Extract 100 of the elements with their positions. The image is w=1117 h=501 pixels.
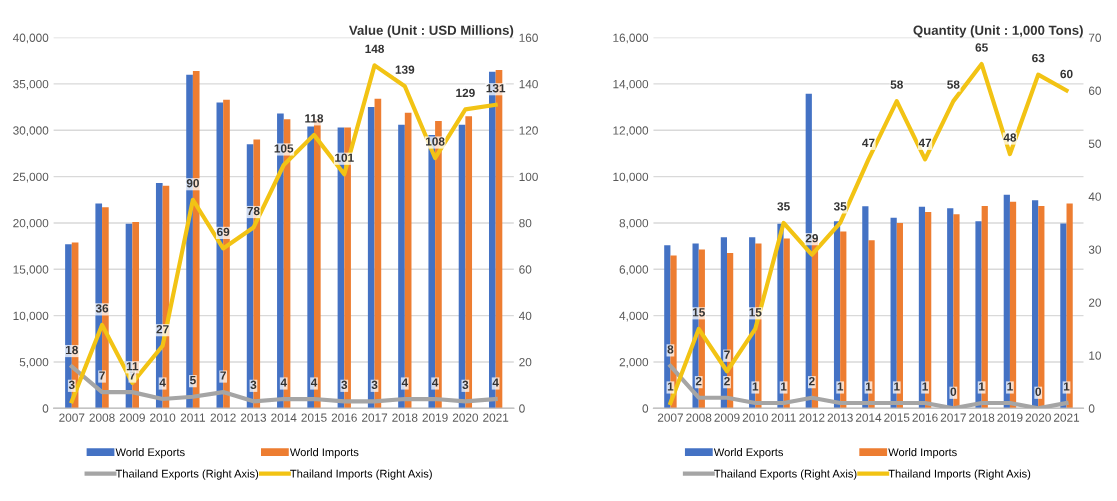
x-tick-label: 2020 — [452, 413, 479, 422]
data-label: 131 — [486, 84, 506, 93]
data-label: 35 — [777, 202, 790, 211]
data-label: 4 — [159, 378, 166, 387]
y-tick-label: 25,000 — [13, 172, 49, 183]
x-tick-label: 2018 — [969, 413, 995, 422]
y2-tick-label: 0 — [519, 404, 525, 413]
y-tick-label: 35,000 — [13, 79, 49, 90]
y2-tick-label: 100 — [519, 172, 538, 181]
y2-tick-label: 10 — [1089, 351, 1102, 360]
y2-tick-label: 120 — [519, 126, 538, 135]
data-label: 36 — [95, 304, 109, 313]
x-tick-label: 2021 — [1053, 413, 1080, 422]
y-tick-label: 16,000 — [613, 33, 649, 44]
data-label: 7 — [220, 371, 226, 380]
legend-label: Thailand Exports (Right Axis) — [115, 469, 259, 480]
data-label: 18 — [65, 345, 78, 355]
line-series — [668, 363, 1069, 409]
x-tick-label: 2010 — [742, 413, 768, 422]
x-tick-label: 2012 — [799, 413, 825, 422]
data-label: 3 — [462, 380, 469, 389]
data-label: 101 — [335, 153, 354, 162]
data-label: 1 — [865, 382, 872, 391]
y2-tick-label: 20 — [1088, 298, 1102, 307]
x-tick-label: 2008 — [686, 413, 712, 422]
legend-label: World Exports — [713, 447, 784, 459]
x-tick-label: 2013 — [240, 413, 267, 422]
x-tick-label: 2019 — [997, 413, 1023, 422]
data-label: 47 — [918, 138, 932, 147]
data-label: 129 — [456, 88, 475, 98]
y-tick-label: 0 — [42, 404, 49, 413]
data-label: 4 — [432, 378, 439, 387]
bar — [981, 206, 988, 409]
y-tick-label: 0 — [642, 404, 649, 413]
data-label: 90 — [186, 179, 199, 188]
data-label: 58 — [947, 80, 960, 89]
bar — [947, 208, 954, 409]
data-label: 3 — [371, 380, 378, 389]
bar — [868, 240, 875, 409]
y-tick-label: 12,000 — [613, 126, 649, 137]
data-label: 3 — [68, 380, 75, 389]
x-tick-label: 2016 — [331, 413, 357, 422]
bar — [1066, 203, 1073, 409]
data-label: 5 — [189, 376, 196, 385]
data-label: 4 — [401, 378, 409, 387]
chart-title: Quantity (Unit : 1,000 Tons) — [913, 25, 1083, 38]
y-tick-label: 10,000 — [613, 172, 649, 183]
data-label: 108 — [426, 137, 445, 146]
data-label: 29 — [805, 233, 819, 243]
data-label: 4 — [310, 378, 318, 387]
data-label: 0 — [1035, 387, 1042, 396]
y2-tick-label: 60 — [519, 265, 532, 274]
data-label: 65 — [975, 43, 988, 52]
x-tick-label: 2017 — [362, 413, 388, 422]
data-label: 105 — [274, 144, 294, 153]
x-tick-label: 2021 — [483, 413, 509, 422]
y2-tick-label: 80 — [519, 218, 532, 228]
y2-tick-label: 60 — [1088, 86, 1102, 95]
legend-label: Thailand Exports (Right Axis) — [714, 469, 857, 480]
data-label: 48 — [1003, 133, 1017, 142]
data-label: 1 — [837, 382, 844, 391]
data-label: 78 — [247, 206, 260, 216]
legend-label: Thailand Imports (Right Axis) — [888, 469, 1031, 480]
data-label: 4 — [280, 378, 287, 387]
x-tick-label: 2018 — [392, 413, 418, 422]
x-tick-label: 2019 — [422, 413, 448, 422]
x-tick-label: 2009 — [714, 413, 740, 422]
x-tick-label: 2010 — [150, 413, 176, 422]
data-label: 3 — [250, 380, 257, 389]
chart-title: Value (Unit : USD Millions) — [348, 25, 514, 38]
legend-label: World Imports — [289, 447, 359, 459]
line-series — [69, 364, 498, 404]
data-label: 1 — [667, 382, 674, 391]
data-label: 8 — [667, 345, 674, 354]
data-label: 27 — [156, 325, 169, 334]
data-label: 7 — [724, 350, 730, 359]
x-tick-label: 2017 — [940, 413, 966, 422]
y-tick-label: 14,000 — [613, 79, 649, 90]
x-tick-label: 2011 — [180, 413, 206, 422]
y2-tick-label: 0 — [1088, 404, 1095, 413]
y2-tick-label: 40 — [518, 311, 532, 321]
y-tick-label: 40,000 — [12, 33, 49, 44]
data-label: 1 — [752, 382, 759, 391]
x-tick-label: 2015 — [301, 413, 327, 422]
y-tick-label: 30,000 — [13, 126, 49, 137]
bar — [783, 238, 790, 409]
data-label: 0 — [950, 387, 957, 396]
data-label: 15 — [749, 308, 762, 317]
x-tick-label: 2015 — [884, 413, 910, 422]
legend-label: Thailand Imports (Right Axis) — [290, 469, 432, 480]
y2-tick-label: 160 — [519, 33, 538, 42]
x-tick-label: 2012 — [210, 413, 236, 422]
bar — [1032, 200, 1039, 409]
data-label: 2 — [809, 376, 815, 386]
data-label: 7 — [99, 371, 105, 380]
data-label: 1 — [781, 382, 787, 391]
data-label: 15 — [692, 308, 705, 317]
data-label: 35 — [833, 202, 847, 211]
data-label: 1 — [1007, 382, 1013, 391]
x-tick-label: 2011 — [771, 413, 796, 422]
